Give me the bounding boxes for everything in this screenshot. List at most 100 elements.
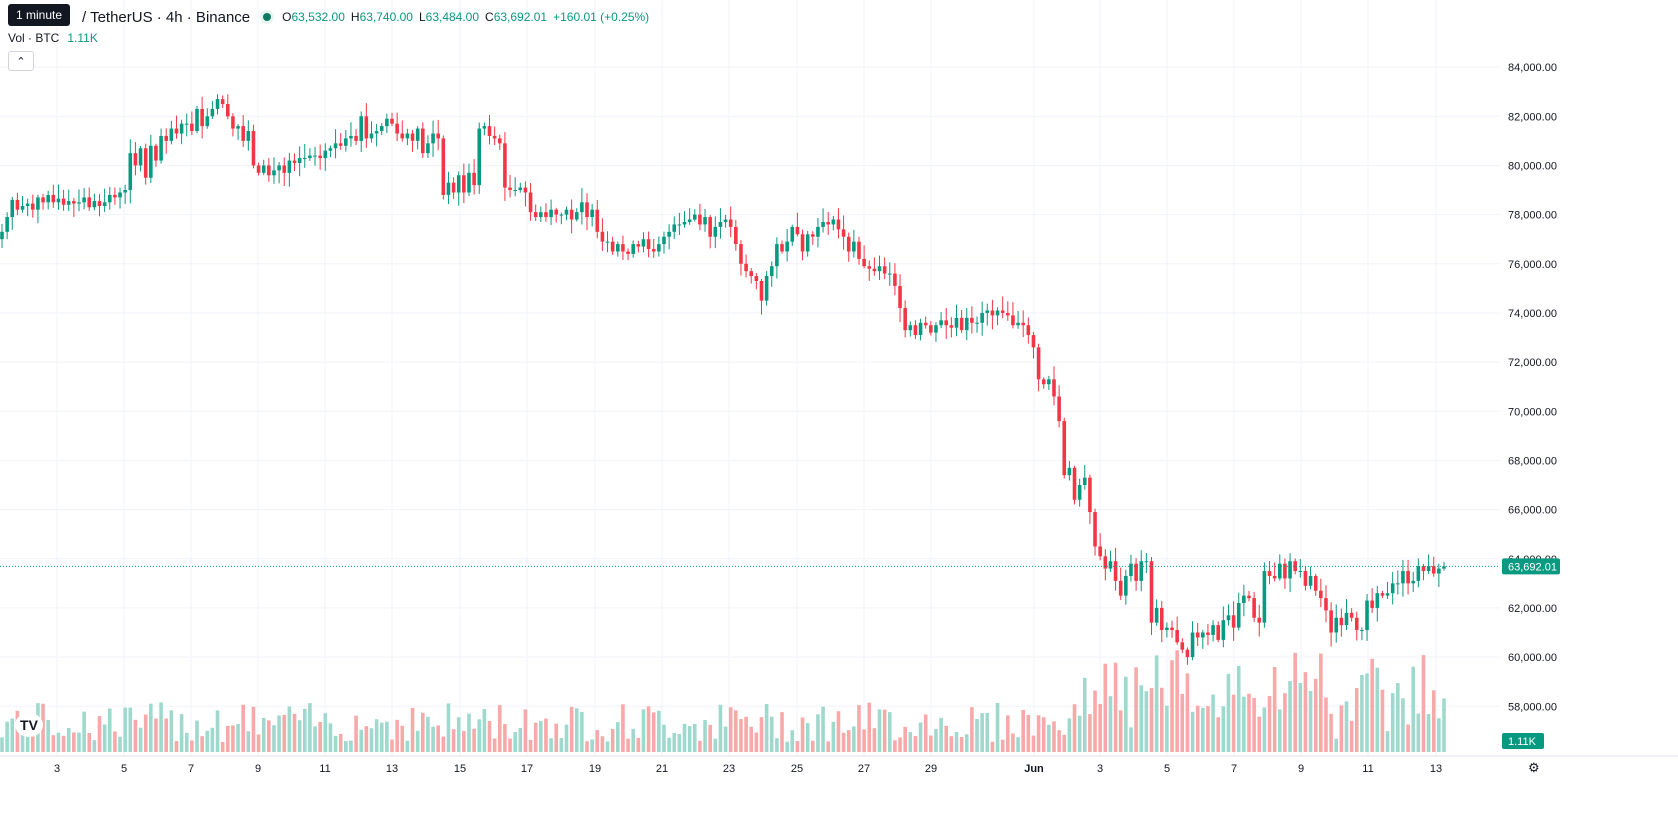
volume-bar <box>703 720 707 752</box>
volume-bar <box>72 732 76 752</box>
volume-bar <box>30 734 35 752</box>
candle-body <box>349 135 353 139</box>
candle-body <box>456 175 461 193</box>
volume-bar <box>231 725 235 752</box>
volume-bar <box>600 736 605 752</box>
volume-bar <box>908 731 913 752</box>
candle-body <box>164 135 169 141</box>
volume-bar <box>1139 685 1144 752</box>
volume-legend[interactable]: Vol · BTC 1.11K <box>8 31 98 45</box>
candle-body <box>1026 325 1031 336</box>
volume-bar <box>236 723 240 752</box>
candle-body <box>1365 600 1369 631</box>
x-tick-label: 7 <box>188 763 194 775</box>
symbol-title[interactable]: / TetherUS · 4h · Binance <box>82 8 251 26</box>
volume-bar <box>923 714 928 752</box>
candle-body <box>1339 617 1344 626</box>
volume-bar <box>662 724 666 752</box>
candle-body <box>1431 566 1436 574</box>
candle-body <box>10 199 15 218</box>
candle-body <box>123 190 127 193</box>
candle-body <box>1154 607 1159 623</box>
x-tick-label: 25 <box>791 763 803 775</box>
volume-bar <box>749 726 754 752</box>
x-tick-label: 5 <box>121 763 127 775</box>
x-tick-label: 5 <box>1164 763 1170 775</box>
volume-bar <box>338 733 343 752</box>
volume-bar <box>1216 717 1221 752</box>
volume-bar <box>149 703 153 752</box>
volume-bar <box>92 740 97 752</box>
volume-bar <box>61 735 66 752</box>
candle-body <box>600 231 605 242</box>
volume-bar <box>800 717 805 752</box>
volume-bar <box>113 731 117 752</box>
volume-bar <box>513 732 517 752</box>
candle-body <box>749 271 754 277</box>
x-tick-label: 15 <box>454 763 466 775</box>
volume-bar <box>1185 673 1190 752</box>
candle-body <box>1349 612 1354 618</box>
volume-bar <box>1149 688 1154 752</box>
volume-bar <box>631 728 635 752</box>
volume-bar <box>692 723 697 752</box>
volume-bar <box>1426 714 1431 752</box>
candle-body <box>513 190 517 192</box>
candle-body <box>677 224 682 226</box>
candle-body <box>1021 322 1025 326</box>
volume-bar <box>646 706 651 752</box>
x-tick-label: 11 <box>1362 763 1373 775</box>
candle-body <box>308 155 312 159</box>
x-tick-label: 7 <box>1231 763 1237 775</box>
x-tick-label: 9 <box>255 763 261 775</box>
volume-bar <box>1036 715 1041 752</box>
tradingview-logo[interactable]: TV <box>15 713 43 737</box>
volume-bar <box>154 718 158 752</box>
y-tick-label: 80,000.00 <box>1508 160 1557 172</box>
volume-bar <box>328 723 333 752</box>
volume-bar <box>205 730 210 752</box>
candle-body <box>1298 571 1303 573</box>
volume-bar <box>805 723 810 752</box>
volume-bar <box>734 710 738 752</box>
volume-bar <box>1144 691 1149 752</box>
volume-bar <box>102 724 107 752</box>
volume-bar <box>626 738 630 752</box>
candle-body <box>364 116 369 139</box>
volume-bar <box>497 705 502 752</box>
candle-body <box>77 202 81 204</box>
volume-bar <box>426 716 430 752</box>
volume-bar <box>1118 710 1123 752</box>
candle-body <box>421 128 425 154</box>
volume-bar <box>20 722 25 752</box>
candle-body <box>149 145 153 178</box>
candle-body <box>795 226 800 235</box>
candle-body <box>441 138 446 195</box>
y-tick-label: 68,000.00 <box>1508 455 1557 467</box>
volume-bar <box>636 737 641 752</box>
candle-body <box>292 160 297 163</box>
collapse-legend-button[interactable]: ⌃ <box>8 51 34 71</box>
volume-bar <box>621 704 625 752</box>
volume-bar <box>313 726 317 752</box>
candle-body <box>231 116 235 129</box>
candle-body <box>1011 315 1015 326</box>
volume-bar <box>477 719 482 752</box>
volume-bar <box>1298 683 1303 752</box>
candle-body <box>718 221 723 227</box>
candle-body <box>723 219 728 222</box>
volume-bar <box>595 730 600 752</box>
gear-icon[interactable]: ⚙ <box>1528 760 1540 775</box>
candle-body <box>46 194 50 203</box>
candle-body <box>1257 617 1262 623</box>
volume-bar <box>1195 705 1200 752</box>
volume-bar <box>1201 707 1205 752</box>
candle-body <box>102 202 107 207</box>
candle-body <box>61 198 66 205</box>
candle-body <box>236 126 240 129</box>
volume-bar <box>456 717 461 752</box>
candle-body <box>1098 546 1102 557</box>
volume-bar <box>1206 706 1210 752</box>
volume-bar <box>764 704 769 752</box>
